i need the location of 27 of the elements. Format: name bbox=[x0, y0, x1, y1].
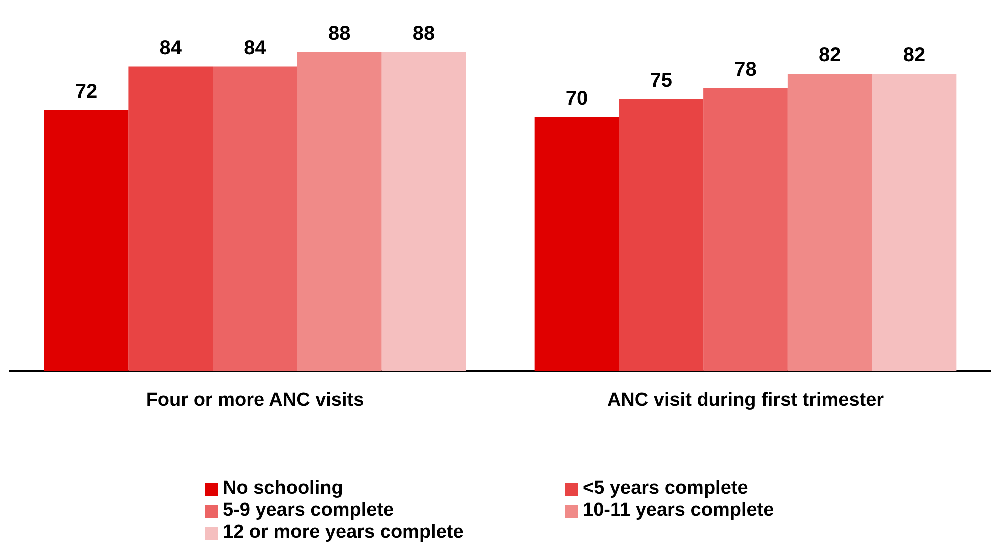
legend-label: No schooling bbox=[223, 478, 344, 500]
legend-label: 10-11 years complete bbox=[583, 500, 774, 522]
data-label: 88 bbox=[412, 22, 436, 45]
data-label: 72 bbox=[75, 80, 98, 103]
bar bbox=[788, 74, 872, 372]
data-label: 84 bbox=[244, 37, 268, 60]
bar bbox=[619, 99, 704, 372]
x-tick-label: ANC visit during first trimester bbox=[607, 390, 885, 411]
legend-label: <5 years complete bbox=[583, 478, 748, 500]
x-tick-label: Four or more ANC visits bbox=[146, 390, 364, 411]
bar bbox=[297, 52, 382, 372]
bar bbox=[213, 66, 298, 372]
bar bbox=[872, 74, 957, 372]
data-label: 88 bbox=[328, 22, 351, 45]
data-label: 84 bbox=[160, 37, 183, 60]
bar bbox=[128, 66, 214, 372]
legend-label: 5-9 years complete bbox=[223, 500, 394, 522]
data-label: 82 bbox=[903, 44, 926, 67]
data-label: 78 bbox=[734, 59, 757, 82]
data-label: 75 bbox=[650, 70, 673, 92]
bar bbox=[704, 88, 788, 372]
bar bbox=[44, 110, 129, 372]
bar bbox=[382, 52, 466, 372]
data-label: 82 bbox=[818, 44, 842, 67]
data-label: 70 bbox=[566, 88, 588, 110]
legend-label: 12 or more years complete bbox=[223, 522, 464, 543]
bar bbox=[534, 117, 620, 372]
